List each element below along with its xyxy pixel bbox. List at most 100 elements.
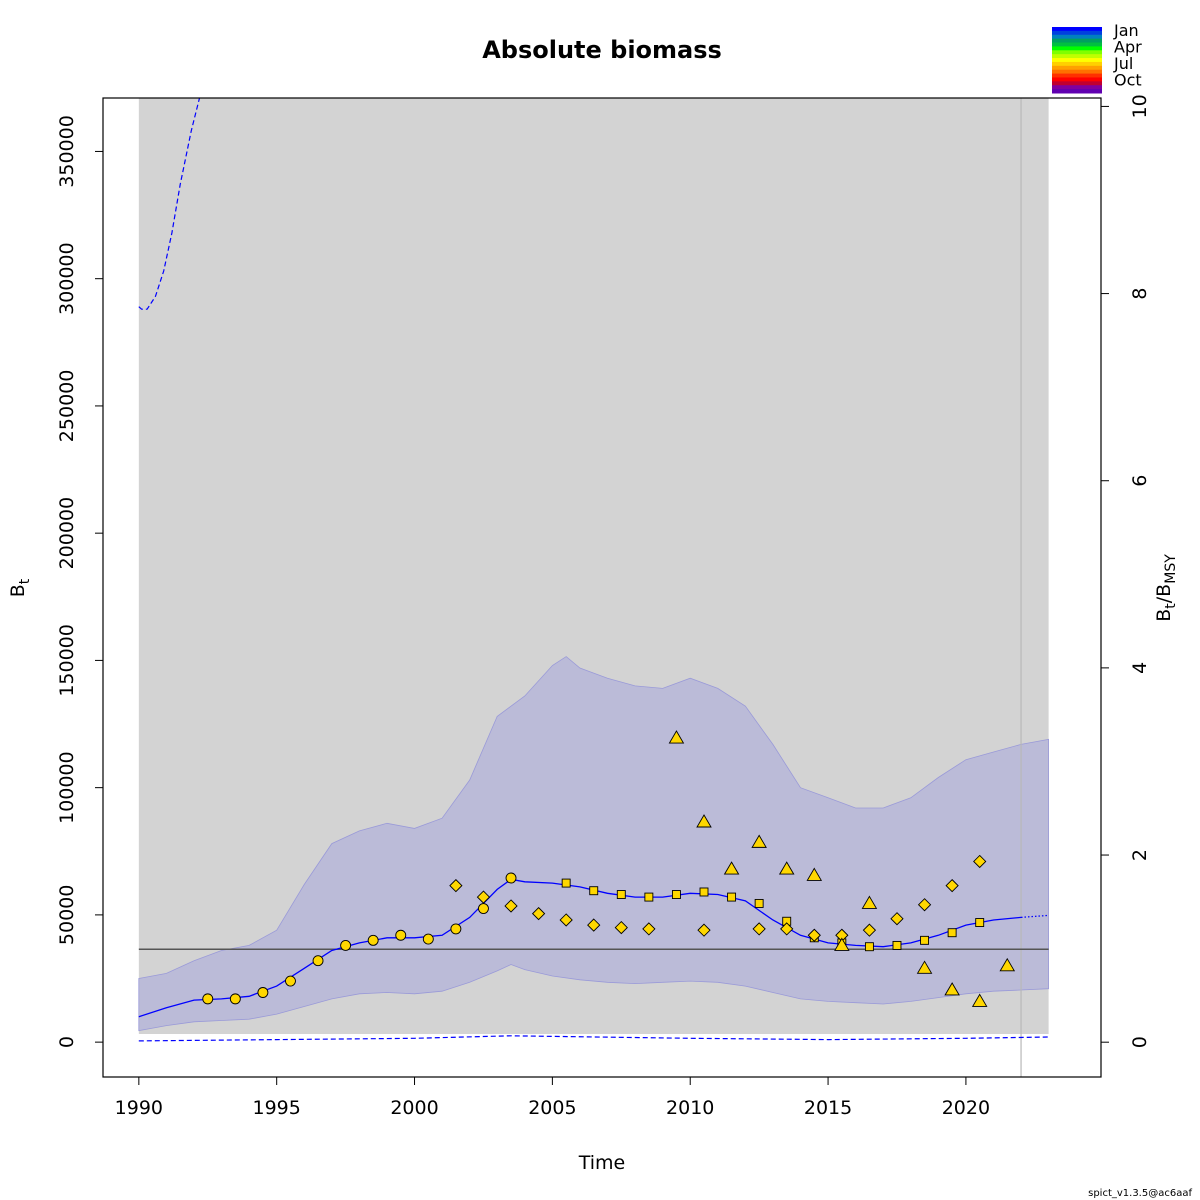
- y2-tick-label: 2: [1129, 849, 1151, 861]
- data-point-circle: [312, 955, 324, 967]
- data-point-triangle: [723, 861, 740, 875]
- x-tick-label: 2015: [804, 1097, 852, 1119]
- upper-ci-dashed-line: [138, 97, 201, 310]
- legend-color-swatch: [1052, 46, 1102, 51]
- data-point-diamond: [945, 878, 959, 893]
- data-point-square: [920, 935, 930, 945]
- data-point-circle: [505, 872, 517, 884]
- data-point-circle: [450, 923, 462, 935]
- x-tick-label: 2005: [528, 1097, 576, 1119]
- x-axis-label: Time: [578, 1152, 626, 1174]
- data-point-circle: [395, 929, 407, 941]
- data-point-diamond: [780, 922, 794, 936]
- legend-color-swatch: [1052, 42, 1102, 47]
- confidence-band: [138, 656, 1049, 1032]
- y-axis-label: Bt: [7, 578, 33, 597]
- biomass-forecast-line: [1020, 914, 1049, 919]
- data-point-diamond: [531, 906, 546, 921]
- index-markers: [202, 730, 1016, 1007]
- data-point-triangle: [778, 861, 795, 875]
- data-point-circle: [202, 993, 214, 1005]
- legend-color-swatch: [1052, 65, 1102, 71]
- data-point-diamond: [752, 922, 766, 936]
- y2-tick-label: 4: [1129, 662, 1151, 674]
- data-point-triangle: [806, 867, 823, 881]
- data-point-diamond: [862, 923, 877, 937]
- data-point-diamond: [587, 918, 601, 932]
- data-point-circle: [478, 903, 489, 914]
- data-point-square: [754, 898, 764, 908]
- version-stamp: spict_v1.3.5@ac6aaf: [1088, 1188, 1192, 1199]
- legend-color-swatch: [1052, 34, 1102, 40]
- x-tick-label: 1990: [115, 1097, 163, 1119]
- y-tick-label: 0: [56, 1036, 78, 1048]
- data-point-square: [589, 886, 599, 896]
- data-point-circle: [422, 933, 434, 945]
- data-point-circle: [367, 934, 379, 946]
- x-tick-label: 2020: [942, 1097, 990, 1119]
- legend-color-swatch: [1052, 27, 1102, 32]
- x-tick-label: 2000: [390, 1097, 438, 1119]
- data-point-square: [671, 890, 681, 899]
- data-point-circle: [257, 987, 269, 998]
- y-tick-label: 250000: [56, 370, 78, 443]
- y2-axis-label: Bt/BMSY: [1153, 554, 1179, 622]
- y-tick-label: 150000: [56, 624, 78, 697]
- data-point-triangle: [751, 834, 767, 848]
- data-point-square: [947, 928, 957, 938]
- legend-color-swatch: [1052, 73, 1102, 78]
- data-point-diamond: [449, 878, 463, 893]
- data-point-square: [975, 918, 985, 927]
- data-point-diamond: [807, 928, 821, 942]
- lower-ci-dashed-line: [138, 1035, 1049, 1042]
- data-point-triangle: [668, 730, 685, 744]
- data-point-diamond: [504, 899, 518, 913]
- legend-color-swatch: [1052, 81, 1102, 86]
- legend-color-swatch: [1052, 30, 1102, 36]
- legend-color-swatch: [1052, 85, 1102, 90]
- legend-month-label: Oct: [1114, 71, 1142, 90]
- x-axis: 1990 1995 2000 2005 2010 2015 2020: [115, 1076, 990, 1119]
- data-point-square: [727, 892, 737, 902]
- data-point-diamond: [973, 854, 987, 869]
- data-point-triangle: [696, 814, 712, 828]
- y2-tick-label: 8: [1129, 288, 1151, 300]
- data-point-triangle: [861, 895, 878, 909]
- data-point-circle: [229, 993, 241, 1005]
- y-tick-label: 50000: [56, 885, 78, 945]
- legend-month-label: Apr: [1114, 38, 1142, 57]
- data-point-square: [561, 878, 571, 888]
- data-point-diamond: [559, 913, 573, 927]
- data-point-square: [644, 892, 654, 902]
- data-point-diamond: [890, 912, 904, 926]
- data-point-circle: [285, 975, 296, 987]
- legend-month-label: Jan: [1113, 21, 1139, 40]
- data-point-diamond: [614, 920, 628, 935]
- data-point-triangle: [916, 960, 933, 974]
- legend-color-swatch: [1052, 69, 1102, 75]
- data-point-diamond: [917, 898, 932, 912]
- y-axis-right: 0 2 4 6 8 10: [1101, 94, 1151, 1048]
- chart-title: Absolute biomass: [482, 36, 722, 64]
- data-point-diamond: [697, 923, 711, 937]
- plot-area: [138, 97, 1049, 1077]
- data-point-triangle: [999, 957, 1016, 972]
- y-tick-label: 350000: [56, 115, 78, 188]
- legend-color-swatch: [1052, 50, 1102, 55]
- y2-tick-label: 0: [1129, 1036, 1151, 1048]
- legend-color-swatch: [1052, 54, 1102, 59]
- data-point-triangle: [834, 937, 850, 951]
- y-tick-label: 200000: [56, 497, 78, 570]
- legend-color-swatch: [1052, 61, 1102, 67]
- data-point-square: [616, 890, 626, 899]
- y-tick-label: 300000: [56, 242, 78, 315]
- legend-month-label: Jul: [1113, 54, 1133, 73]
- x-tick-label: 1995: [253, 1097, 301, 1119]
- data-point-square: [864, 942, 874, 952]
- y-axis-left: 0 50000 100000 150000 200000 250000 300000 3500…: [56, 115, 103, 1048]
- legend-color-swatch: [1052, 38, 1102, 44]
- data-point-triangle: [944, 982, 960, 996]
- legend-color-swatch: [1052, 89, 1102, 94]
